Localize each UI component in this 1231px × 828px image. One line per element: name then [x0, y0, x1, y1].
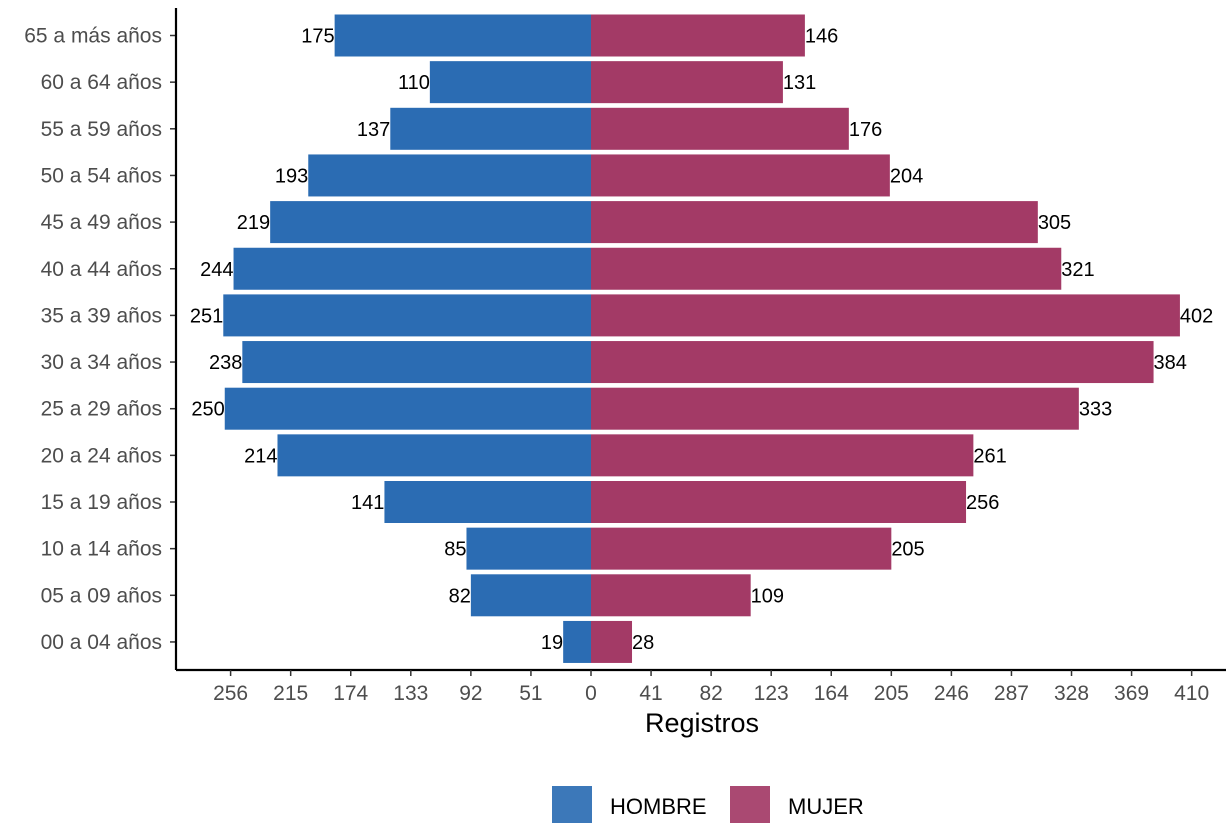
- data-label-mujer: 146: [805, 26, 838, 48]
- bar-mujer: [591, 14, 805, 57]
- bar-hombre: [233, 247, 592, 290]
- x-tick-label: 92: [459, 682, 482, 705]
- data-label-mujer: 131: [783, 72, 816, 94]
- x-tick-label: 328: [1054, 682, 1089, 705]
- data-label-hombre: 110: [398, 72, 430, 94]
- bar-mujer: [591, 201, 1038, 244]
- x-tick-label: 174: [333, 682, 368, 705]
- x-tick-label: 205: [874, 682, 909, 705]
- data-label-mujer: 305: [1038, 212, 1071, 234]
- bar-hombre: [224, 387, 591, 430]
- legend: HOMBRE MUJER: [552, 786, 864, 824]
- data-label-mujer: 384: [1154, 352, 1187, 374]
- bar-hombre: [242, 341, 591, 384]
- x-tick-label: 287: [994, 682, 1029, 705]
- data-label-mujer: 109: [751, 585, 784, 607]
- bar-mujer: [591, 294, 1180, 337]
- x-tick-label: 246: [934, 682, 969, 705]
- x-tick-label: 41: [639, 682, 662, 705]
- y-tick-label: 05 a 09 años: [41, 584, 162, 607]
- data-label-hombre: 244: [200, 259, 233, 281]
- bar-hombre: [390, 107, 591, 150]
- data-label-hombre: 251: [190, 305, 223, 327]
- y-tick-label: 10 a 14 años: [41, 538, 162, 561]
- y-tick-label: 15 a 19 años: [41, 491, 162, 514]
- bar-mujer: [591, 620, 633, 663]
- data-label-hombre: 175: [301, 26, 334, 48]
- data-label-mujer: 176: [849, 119, 882, 141]
- legend-label-mujer: MUJER: [788, 794, 864, 819]
- data-label-mujer: 333: [1079, 399, 1112, 421]
- bar-mujer: [591, 574, 751, 617]
- bar-mujer: [591, 481, 967, 523]
- data-label-hombre: 82: [449, 585, 471, 607]
- data-label-mujer: 28: [632, 632, 654, 654]
- bar-hombre: [563, 620, 591, 663]
- data-label-mujer: 321: [1061, 259, 1094, 281]
- data-label-hombre: 219: [237, 212, 270, 234]
- bar-mujer: [591, 387, 1079, 430]
- x-tick-label: 215: [273, 682, 308, 705]
- legend-label-hombre: HOMBRE: [610, 794, 707, 819]
- x-tick-label: 410: [1174, 682, 1209, 705]
- x-tick-label: 256: [213, 682, 248, 705]
- data-label-hombre: 214: [244, 445, 277, 467]
- y-tick-label: 60 a 64 años: [41, 71, 162, 94]
- bar-hombre: [334, 14, 591, 57]
- bar-hombre: [223, 294, 591, 337]
- bar-hombre: [384, 481, 591, 523]
- data-labels-layer: 19 28 82 109 85 205 141 256 214 261 250 333 238 384 25…: [190, 26, 1213, 654]
- legend-swatch-hombre: [552, 786, 592, 824]
- bar-hombre: [466, 527, 591, 570]
- y-tick-label: 00 a 04 años: [41, 631, 162, 654]
- x-tick-label: 133: [393, 682, 428, 705]
- data-label-hombre: 250: [191, 399, 224, 421]
- y-tick-label: 40 a 44 años: [41, 258, 162, 281]
- bar-hombre: [277, 434, 591, 477]
- x-tick-label: 369: [1114, 682, 1149, 705]
- data-label-mujer: 261: [973, 445, 1006, 467]
- x-tick-label: 51: [519, 682, 542, 705]
- y-tick-label: 45 a 49 años: [41, 211, 162, 234]
- y-tick-label: 65 a más años: [24, 25, 162, 48]
- bar-mujer: [591, 107, 849, 150]
- axes-layer: 00 a 04 años 05 a 09 años 10 a 14 años 15 a…: [24, 8, 1226, 705]
- bar-hombre: [270, 201, 591, 244]
- y-tick-label: 30 a 34 años: [41, 351, 162, 374]
- x-tick-label: 82: [699, 682, 722, 705]
- x-tick-label: 123: [754, 682, 789, 705]
- legend-swatch-mujer: [730, 786, 770, 824]
- y-tick-label: 35 a 39 años: [41, 304, 162, 327]
- bar-mujer: [591, 247, 1062, 290]
- data-label-mujer: 205: [891, 539, 924, 561]
- bar-hombre: [429, 61, 591, 104]
- x-axis-title: Registros: [645, 708, 759, 738]
- y-tick-label: 50 a 54 años: [41, 164, 162, 187]
- bar-mujer: [591, 154, 890, 197]
- bar-hombre: [470, 574, 591, 617]
- bar-mujer: [591, 61, 783, 104]
- y-tick-label: 55 a 59 años: [41, 118, 162, 141]
- bars-layer: [223, 14, 1180, 663]
- data-label-hombre: 193: [275, 165, 308, 187]
- bar-mujer: [591, 341, 1154, 384]
- y-tick-label: 20 a 24 años: [41, 444, 162, 467]
- bar-mujer: [591, 527, 892, 570]
- data-label-hombre: 85: [444, 539, 466, 561]
- data-label-hombre: 137: [357, 119, 390, 141]
- x-tick-label: 164: [814, 682, 849, 705]
- x-tick-label: 0: [585, 682, 597, 705]
- bar-hombre: [308, 154, 591, 197]
- data-label-mujer: 204: [890, 165, 923, 187]
- y-tick-label: 25 a 29 años: [41, 398, 162, 421]
- bar-mujer: [591, 434, 974, 477]
- data-label-mujer: 402: [1180, 305, 1213, 327]
- data-label-hombre: 141: [351, 492, 384, 514]
- data-label-mujer: 256: [966, 492, 999, 514]
- data-label-hombre: 238: [209, 352, 242, 374]
- data-label-hombre: 19: [541, 632, 563, 654]
